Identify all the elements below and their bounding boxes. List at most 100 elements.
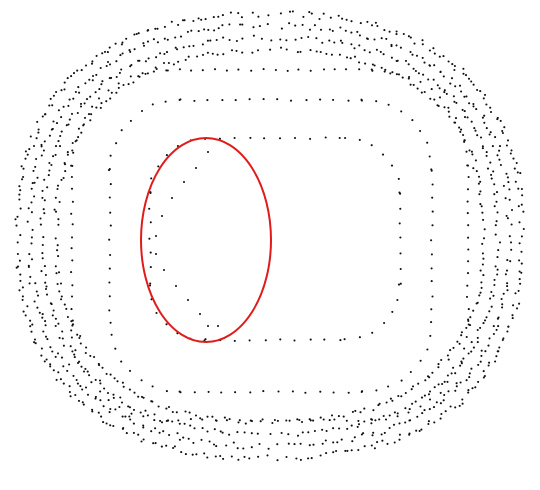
outer-ring-point — [19, 189, 22, 192]
outer-ring-point — [296, 418, 299, 421]
outer-ring-point — [236, 447, 239, 450]
outer-ring-point — [520, 203, 523, 206]
outer-ring-point — [498, 158, 501, 161]
inner-ring-point — [371, 331, 374, 334]
outer-ring-point — [91, 410, 94, 413]
outer-ring-point — [222, 36, 225, 39]
outer-ring-point — [80, 365, 83, 368]
outer-ring-point — [61, 337, 64, 340]
outer-ring-point — [358, 34, 361, 37]
outer-ring-point — [496, 268, 499, 271]
outer-ring-point — [259, 420, 262, 423]
middle-ring-point — [249, 419, 252, 422]
outer-ring-point — [31, 228, 34, 231]
outer-ring-point — [435, 401, 438, 404]
middle-inner-ring-point — [289, 99, 293, 102]
outer-ring-point — [418, 429, 421, 433]
outer-ring-point — [366, 37, 369, 41]
outer-ring-point — [441, 382, 444, 386]
outer-ring-point — [167, 405, 171, 409]
outer-ring-point — [518, 259, 521, 262]
outer-ring-point — [481, 263, 484, 266]
middle-ring-point — [152, 70, 155, 73]
outer-ring-point — [40, 354, 43, 357]
outer-ring-point — [489, 131, 492, 134]
outer-ring-point — [404, 59, 408, 62]
outer-ring-point — [34, 342, 37, 345]
outer-ring-point — [421, 39, 424, 42]
outer-ring-point — [121, 381, 124, 384]
outer-ring-point — [22, 310, 25, 313]
outer-ring-point — [36, 120, 39, 123]
outer-ring-point — [229, 11, 232, 14]
outer-ring-point — [71, 350, 74, 353]
outer-ring-point — [437, 363, 440, 366]
outer-ring-point — [168, 433, 171, 437]
outer-ring-point — [363, 49, 366, 52]
outer-ring-point — [296, 51, 299, 54]
outer-ring-point — [480, 281, 483, 284]
outer-ring-point — [44, 281, 47, 284]
outer-ring-point — [44, 113, 47, 116]
middle-inner-ring-point — [347, 99, 350, 102]
outer-ring-point — [147, 57, 150, 60]
inner-ring-point — [263, 137, 266, 140]
outer-ring-point — [44, 335, 48, 338]
outer-ring-point — [518, 278, 521, 281]
middle-ring-point — [309, 419, 312, 422]
inner-ring-point — [148, 207, 151, 210]
outer-ring-point — [100, 83, 103, 86]
outer-ring-point — [152, 38, 155, 41]
outer-ring-point — [349, 57, 352, 60]
outer-ring-point — [337, 415, 340, 418]
outer-ring-point — [39, 223, 42, 226]
middle-ring-point — [467, 175, 470, 179]
outer-ring-point — [491, 145, 494, 148]
outer-ring-point — [248, 457, 251, 460]
outer-ring-point — [461, 402, 464, 405]
outer-ring-point — [485, 127, 488, 130]
outer-ring-point — [60, 295, 63, 298]
outer-ring-point — [433, 64, 436, 67]
inner-ring-point — [390, 164, 394, 167]
outer-ring-point — [506, 289, 509, 292]
outer-ring-point — [88, 78, 91, 81]
outer-ring-point — [421, 56, 424, 59]
outer-ring-point — [222, 53, 225, 56]
outer-ring-point — [341, 41, 344, 44]
outer-ring-point — [270, 39, 273, 42]
outer-ring-point — [321, 442, 324, 445]
outer-ring-point — [244, 422, 247, 425]
middle-ring-point — [333, 68, 336, 71]
outer-ring-point — [462, 67, 465, 70]
outer-ring-point — [256, 49, 260, 52]
outer-ring-point — [427, 78, 430, 81]
outer-ring-point — [144, 60, 147, 63]
outer-ring-point — [137, 433, 140, 436]
outer-ring-point — [83, 102, 86, 105]
outer-ring-point — [142, 396, 145, 399]
outer-ring-point — [485, 154, 488, 157]
outer-ring-point — [501, 131, 504, 135]
outer-ring-point — [49, 363, 52, 366]
outer-ring-point — [516, 171, 519, 174]
outer-ring-point — [509, 152, 512, 155]
middle-ring-point — [78, 360, 81, 363]
outer-ring-point — [364, 62, 367, 65]
outer-ring-point — [328, 28, 331, 31]
outer-ring-point — [79, 334, 82, 338]
outer-ring-point — [251, 11, 254, 14]
outer-ring-point — [383, 431, 386, 434]
middle-ring-point — [285, 419, 288, 422]
outer-ring-point — [57, 255, 60, 258]
outer-ring-point — [468, 376, 471, 379]
outer-ring-point — [78, 91, 81, 94]
outer-ring-point — [212, 443, 216, 446]
outer-ring-point — [482, 322, 485, 325]
inner-ring-point — [338, 136, 341, 140]
outer-ring-point — [385, 37, 388, 40]
outer-ring-point — [482, 237, 486, 240]
outer-ring-point — [517, 187, 520, 190]
middle-ring-point — [465, 335, 468, 339]
outer-ring-point — [423, 409, 426, 412]
